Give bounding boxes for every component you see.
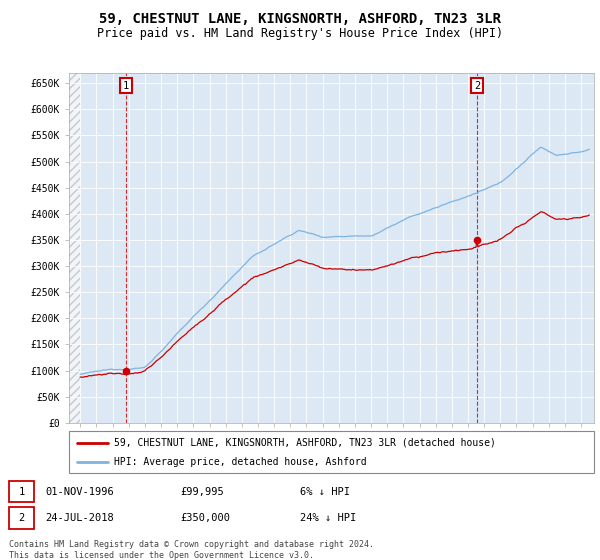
Text: Price paid vs. HM Land Registry's House Price Index (HPI): Price paid vs. HM Land Registry's House …	[97, 27, 503, 40]
Text: HPI: Average price, detached house, Ashford: HPI: Average price, detached house, Ashf…	[113, 457, 366, 467]
Text: 6% ↓ HPI: 6% ↓ HPI	[300, 487, 350, 497]
Text: Contains HM Land Registry data © Crown copyright and database right 2024.
This d: Contains HM Land Registry data © Crown c…	[9, 540, 374, 560]
Text: £99,995: £99,995	[180, 487, 224, 497]
Text: 01-NOV-1996: 01-NOV-1996	[45, 487, 114, 497]
Text: 59, CHESTNUT LANE, KINGSNORTH, ASHFORD, TN23 3LR: 59, CHESTNUT LANE, KINGSNORTH, ASHFORD, …	[99, 12, 501, 26]
Text: £350,000: £350,000	[180, 513, 230, 523]
Text: 1: 1	[19, 487, 25, 497]
Text: 24-JUL-2018: 24-JUL-2018	[45, 513, 114, 523]
Text: 2: 2	[474, 81, 480, 91]
Text: 2: 2	[19, 513, 25, 523]
Text: 1: 1	[123, 81, 130, 91]
Bar	[69, 73, 80, 423]
Text: 59, CHESTNUT LANE, KINGSNORTH, ASHFORD, TN23 3LR (detached house): 59, CHESTNUT LANE, KINGSNORTH, ASHFORD, …	[113, 437, 496, 447]
FancyBboxPatch shape	[69, 431, 594, 473]
Text: 24% ↓ HPI: 24% ↓ HPI	[300, 513, 356, 523]
